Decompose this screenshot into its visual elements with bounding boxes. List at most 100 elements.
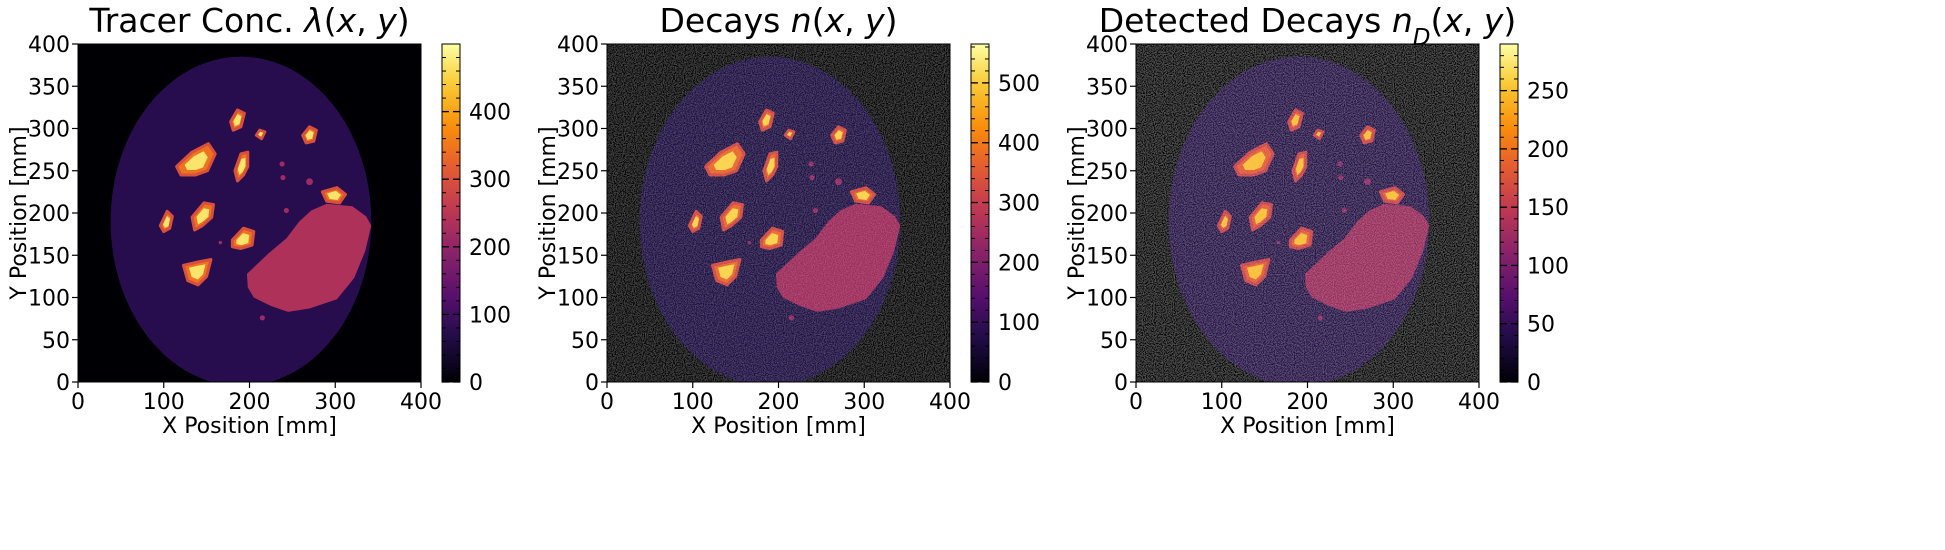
y-tick-label: 350 xyxy=(28,75,70,100)
colorbar-tick-label: 0 xyxy=(998,371,1012,396)
hot-spot-core xyxy=(766,157,775,176)
y-tick-label: 350 xyxy=(1086,75,1128,100)
x-tick-label: 300 xyxy=(1372,390,1414,415)
small-hot-dot xyxy=(747,240,752,245)
panel-2: 0 100 200 300 400 0 50 100 150 200 250 300 350 400 X P… xyxy=(536,1,1040,439)
colorbar-tick-label: 400 xyxy=(998,132,1040,157)
hot-spot-core xyxy=(258,131,264,137)
panel-title: Tracer Conc. λ(x, y) xyxy=(88,1,409,40)
small-hot-dot xyxy=(788,315,794,321)
hot-spot-core xyxy=(305,130,314,140)
colorbar-tick-label: 150 xyxy=(1527,196,1569,221)
hot-spot-core xyxy=(236,232,250,246)
colorbar-tick-label: 250 xyxy=(1527,80,1569,105)
x-tick-label: 400 xyxy=(929,390,971,415)
colorbar-tick-label: 100 xyxy=(469,303,511,328)
y-tick-label: 150 xyxy=(1086,244,1128,269)
y-tick-label: 350 xyxy=(557,75,599,100)
panel-3: 0 100 200 300 400 0 50 100 150 200 250 300 350 400 X P… xyxy=(1065,1,1569,439)
y-tick-label: 100 xyxy=(557,287,599,312)
colorbar-tick-label: 200 xyxy=(469,236,511,261)
x-tick-label: 0 xyxy=(71,390,85,415)
colorbar xyxy=(441,43,461,383)
colorbar-tick-label: 400 xyxy=(469,101,511,126)
y-tick-label: 0 xyxy=(1114,371,1128,396)
x-axis-label: X Position [mm] xyxy=(691,414,866,439)
x-tick-label: 200 xyxy=(229,390,271,415)
hot-spot-core xyxy=(1242,151,1266,170)
small-hot-dot xyxy=(835,178,842,186)
y-tick-label: 400 xyxy=(28,33,70,58)
x-tick-label: 300 xyxy=(314,390,356,415)
hot-spot-core xyxy=(765,232,779,246)
x-axis-label: X Position [mm] xyxy=(1220,414,1395,439)
y-tick-label: 300 xyxy=(557,118,599,143)
colorbar-tick-label: 200 xyxy=(998,251,1040,276)
x-tick-label: 400 xyxy=(1458,390,1500,415)
y-tick-label: 400 xyxy=(557,33,599,58)
hot-spot-core xyxy=(1295,157,1304,176)
hot-spot-core xyxy=(1220,215,1229,229)
hot-spot-core xyxy=(1291,114,1300,127)
colorbar-tick-label: 500 xyxy=(998,72,1040,97)
x-tick-label: 400 xyxy=(400,390,442,415)
y-tick-label: 250 xyxy=(28,160,70,185)
hot-spot-core xyxy=(1363,130,1372,140)
hot-spot-core xyxy=(162,215,171,229)
y-tick-label: 150 xyxy=(557,244,599,269)
x-tick-label: 100 xyxy=(143,390,185,415)
hot-spot-core xyxy=(787,131,793,137)
y-axis-label: Y Position [mm] xyxy=(7,126,32,300)
y-tick-label: 50 xyxy=(571,329,599,354)
small-hot-dot xyxy=(279,161,285,167)
hot-spot-core xyxy=(184,151,208,170)
hot-spot-core xyxy=(1316,131,1322,137)
small-hot-dot xyxy=(812,207,818,214)
colorbar-tick-label: 100 xyxy=(998,311,1040,336)
colorbar-tick-label: 200 xyxy=(1527,138,1569,163)
colorbar-tick-label: 0 xyxy=(469,371,483,396)
y-tick-label: 300 xyxy=(1086,118,1128,143)
small-hot-dot xyxy=(1341,207,1347,214)
large-lesion xyxy=(1304,203,1430,312)
y-axis-label: Y Position [mm] xyxy=(1065,126,1090,300)
hot-spot-core xyxy=(856,190,871,200)
hot-spot-core xyxy=(1254,208,1268,225)
small-hot-dot xyxy=(1337,161,1343,167)
y-tick-label: 0 xyxy=(56,371,70,396)
y-tick-label: 50 xyxy=(1100,329,1128,354)
hot-spot-core xyxy=(1294,232,1308,246)
y-tick-label: 50 xyxy=(42,329,70,354)
small-hot-dot xyxy=(1364,178,1371,186)
colorbar-tick-label: 50 xyxy=(1527,313,1555,338)
y-tick-label: 200 xyxy=(1086,202,1128,227)
small-hot-dot xyxy=(306,178,313,186)
y-tick-label: 100 xyxy=(1086,287,1128,312)
x-tick-label: 0 xyxy=(1129,390,1143,415)
y-tick-label: 250 xyxy=(557,160,599,185)
x-tick-label: 0 xyxy=(600,390,614,415)
hot-spot-core xyxy=(1247,264,1264,280)
y-tick-label: 200 xyxy=(28,202,70,227)
colorbar xyxy=(1499,43,1519,383)
small-hot-dot xyxy=(1317,315,1323,321)
panel-title: Decays n(x, y) xyxy=(659,1,897,40)
small-hot-dot xyxy=(1338,174,1344,181)
y-tick-label: 200 xyxy=(557,202,599,227)
y-tick-label: 100 xyxy=(28,287,70,312)
hot-spot-core xyxy=(691,215,700,229)
y-tick-label: 150 xyxy=(28,244,70,269)
y-axis-label: Y Position [mm] xyxy=(536,126,561,300)
colorbar-tick-label: 300 xyxy=(469,168,511,193)
hot-spot-core xyxy=(233,114,242,127)
large-lesion xyxy=(246,203,372,312)
x-tick-label: 200 xyxy=(758,390,800,415)
x-tick-label: 300 xyxy=(843,390,885,415)
large-lesion xyxy=(775,203,901,312)
colorbar-tick-label: 300 xyxy=(998,192,1040,217)
small-hot-dot xyxy=(809,174,815,181)
colorbar xyxy=(970,43,990,383)
hot-spot-core xyxy=(327,190,342,200)
x-axis-label: X Position [mm] xyxy=(162,414,337,439)
